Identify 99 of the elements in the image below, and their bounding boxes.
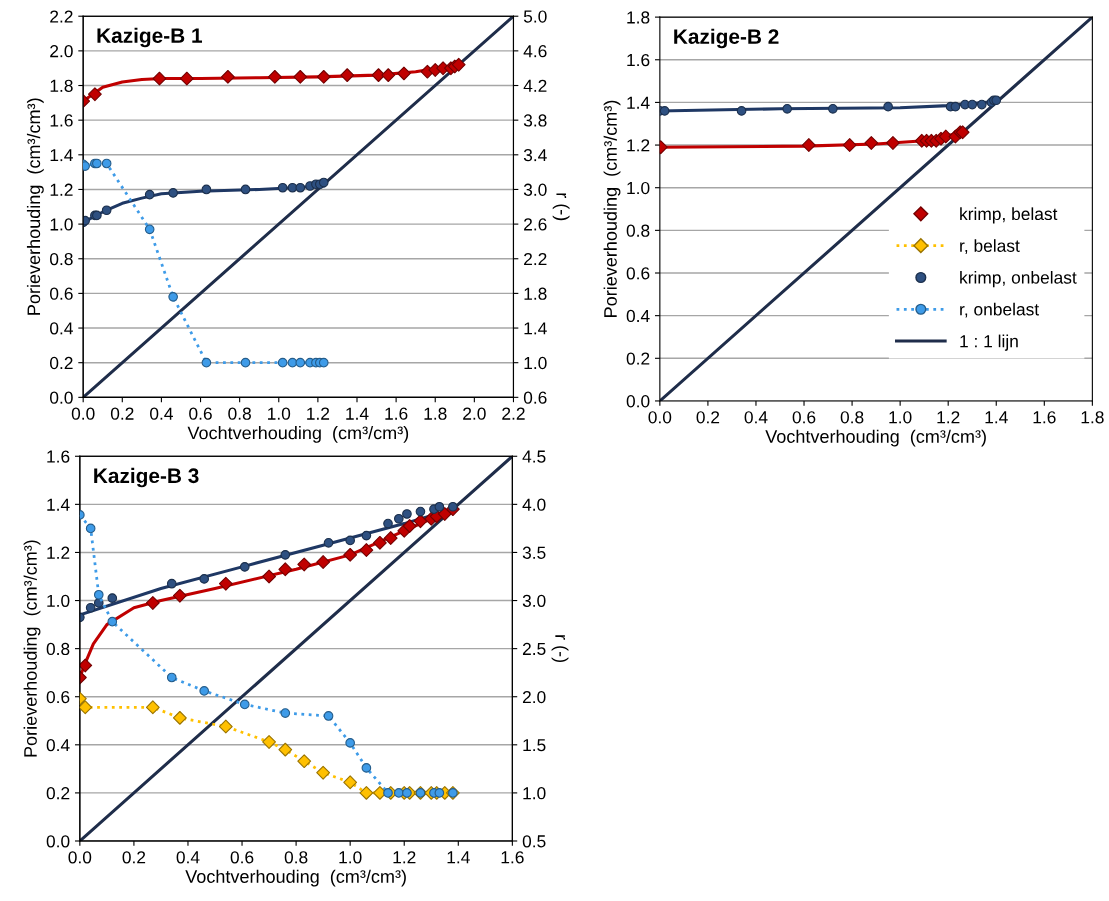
y2-tick-label: 0.6 xyxy=(523,391,547,404)
x-tick-label: 1.8 xyxy=(1081,411,1104,424)
y-axis-title: Porieverhouding (cm³/cm³) xyxy=(603,100,621,317)
y2-tick-label: 4.2 xyxy=(523,79,547,92)
y-tick-label: 1.8 xyxy=(627,11,650,24)
y-tick-label: 1.0 xyxy=(627,181,650,195)
y2-tick-label: 2.2 xyxy=(524,252,547,266)
y2-tick-label: 1.5 xyxy=(523,739,546,752)
x-tick-label: 1.6 xyxy=(385,407,408,420)
x-tick-label: 0.0 xyxy=(71,407,95,420)
y2-tick-label: 3.5 xyxy=(522,546,546,559)
x-tick-label: 1.6 xyxy=(501,851,524,864)
x-tick-label: 0.6 xyxy=(189,407,212,420)
y-tick-label: 1.6 xyxy=(47,450,70,463)
y-tick-label: 1.6 xyxy=(50,114,73,127)
x-tick-label: 1.4 xyxy=(346,407,369,420)
x-tick-label: 0.4 xyxy=(176,851,200,864)
text: Kazige-B 2 xyxy=(674,28,779,49)
y-tick-label: 0.2 xyxy=(46,787,70,800)
x-tick-label: 1.2 xyxy=(393,851,416,864)
y-tick-label: 0.6 xyxy=(46,690,70,704)
x-tick-label: 0.4 xyxy=(744,411,768,424)
x-tick-label: 1.0 xyxy=(339,851,362,864)
legend-label: 1 : 1 lijn xyxy=(960,334,1018,351)
y-tick-label: 0.0 xyxy=(46,835,70,848)
x-tick-label: 1.0 xyxy=(268,407,291,420)
x-tick-label: 1.8 xyxy=(424,407,447,420)
y2-tick-label: 1.0 xyxy=(523,787,546,800)
y2-tick-label: 4.5 xyxy=(522,450,546,463)
y-tick-label: 1.2 xyxy=(627,139,650,152)
y-tick-label: 1.4 xyxy=(50,149,73,162)
x-tick-label: 1.6 xyxy=(1033,411,1056,424)
x-tick-label: 1.4 xyxy=(985,411,1008,424)
y-tick-label: 1.8 xyxy=(50,79,73,92)
y2-tick-label: 3.0 xyxy=(522,594,546,607)
x-axis-title: Vochtverhouding (cm³/cm³) xyxy=(765,429,986,447)
x-tick-label: 2.2 xyxy=(502,407,525,420)
y2-tick-label: 3.0 xyxy=(523,183,547,196)
x-tick-label: 0.0 xyxy=(68,851,92,864)
y2-axis-title: r (-) xyxy=(551,635,569,663)
y-axis-title: Porieverhouding (cm³/cm³) xyxy=(23,540,41,757)
text: Kazige-B 1 xyxy=(97,27,203,48)
y-tick-label: 2.0 xyxy=(50,45,73,58)
x-tick-label: 1.2 xyxy=(937,411,960,424)
legend-label: r, belast xyxy=(960,239,1020,254)
y-tick-label: 1.2 xyxy=(50,183,73,196)
y2-tick-label: 1.0 xyxy=(524,356,547,370)
y-tick-label: 0.2 xyxy=(626,352,650,365)
y2-axis-title: r (-) xyxy=(552,193,570,221)
y2-tick-label: 2.5 xyxy=(522,642,546,656)
y-tick-label: 1.4 xyxy=(627,96,650,109)
x-tick-label: 0.8 xyxy=(840,411,864,424)
y-tick-label: 1.0 xyxy=(47,594,70,607)
y-tick-label: 1.6 xyxy=(627,53,650,67)
x-tick-label: 0.2 xyxy=(110,407,134,420)
y2-tick-label: 4.0 xyxy=(522,498,546,511)
x-tick-label: 0.4 xyxy=(150,407,173,420)
x-tick-label: 0.2 xyxy=(696,411,720,424)
x-tick-label: 0.0 xyxy=(648,411,672,424)
y-axis-title: Porieverhouding (cm³/cm³) xyxy=(26,98,44,315)
y-tick-label: 0.8 xyxy=(46,642,70,656)
x-tick-label: 0.8 xyxy=(228,407,251,420)
y-tick-label: 0.6 xyxy=(50,287,73,300)
y-tick-label: 0.2 xyxy=(50,356,73,370)
x-tick-label: 1.2 xyxy=(307,407,330,420)
y-tick-label: 0.4 xyxy=(50,322,73,335)
x-tick-label: 0.6 xyxy=(230,851,254,864)
y-tick-label: 0.0 xyxy=(50,391,73,404)
y-tick-label: 1.2 xyxy=(47,546,70,559)
y2-tick-label: 3.4 xyxy=(523,148,547,162)
y2-tick-label: 1.4 xyxy=(524,322,547,335)
x-tick-label: 2.0 xyxy=(463,407,486,420)
y-tick-label: 2.2 xyxy=(50,10,73,23)
x-tick-label: 1.0 xyxy=(889,411,912,424)
y2-tick-label: 5.0 xyxy=(523,10,547,23)
y2-tick-label: 0.5 xyxy=(522,835,546,848)
y2-tick-label: 3.8 xyxy=(523,114,547,127)
y-tick-label: 0.6 xyxy=(626,267,650,280)
x-axis-title: Vochtverhouding (cm³/cm³) xyxy=(185,869,406,887)
y-tick-label: 1.4 xyxy=(47,498,70,511)
y2-tick-label: 2.6 xyxy=(524,218,547,231)
y-tick-label: 0.4 xyxy=(626,309,650,323)
x-tick-label: 0.8 xyxy=(284,851,308,864)
legend-label: r, onbelast xyxy=(960,302,1040,318)
legend-label: krimp, onbelast xyxy=(960,270,1077,288)
y-tick-label: 0.8 xyxy=(626,224,650,237)
y2-tick-label: 4.6 xyxy=(523,45,547,58)
x-tick-label: 1.4 xyxy=(447,851,470,864)
x-tick-label: 0.6 xyxy=(792,411,816,424)
y2-tick-label: 1.8 xyxy=(524,287,547,300)
y-tick-label: 0.4 xyxy=(46,738,70,752)
y-tick-label: 0.8 xyxy=(50,252,73,266)
legend-label: krimp, belast xyxy=(960,207,1058,224)
x-axis-title: Vochtverhouding (cm³/cm³) xyxy=(187,426,409,443)
y-tick-label: 1.0 xyxy=(50,218,73,231)
y-tick-label: 0.0 xyxy=(626,395,650,408)
y2-tick-label: 2.0 xyxy=(522,690,546,704)
text: Kazige-B 3 xyxy=(94,467,199,488)
x-tick-label: 0.2 xyxy=(122,851,146,864)
